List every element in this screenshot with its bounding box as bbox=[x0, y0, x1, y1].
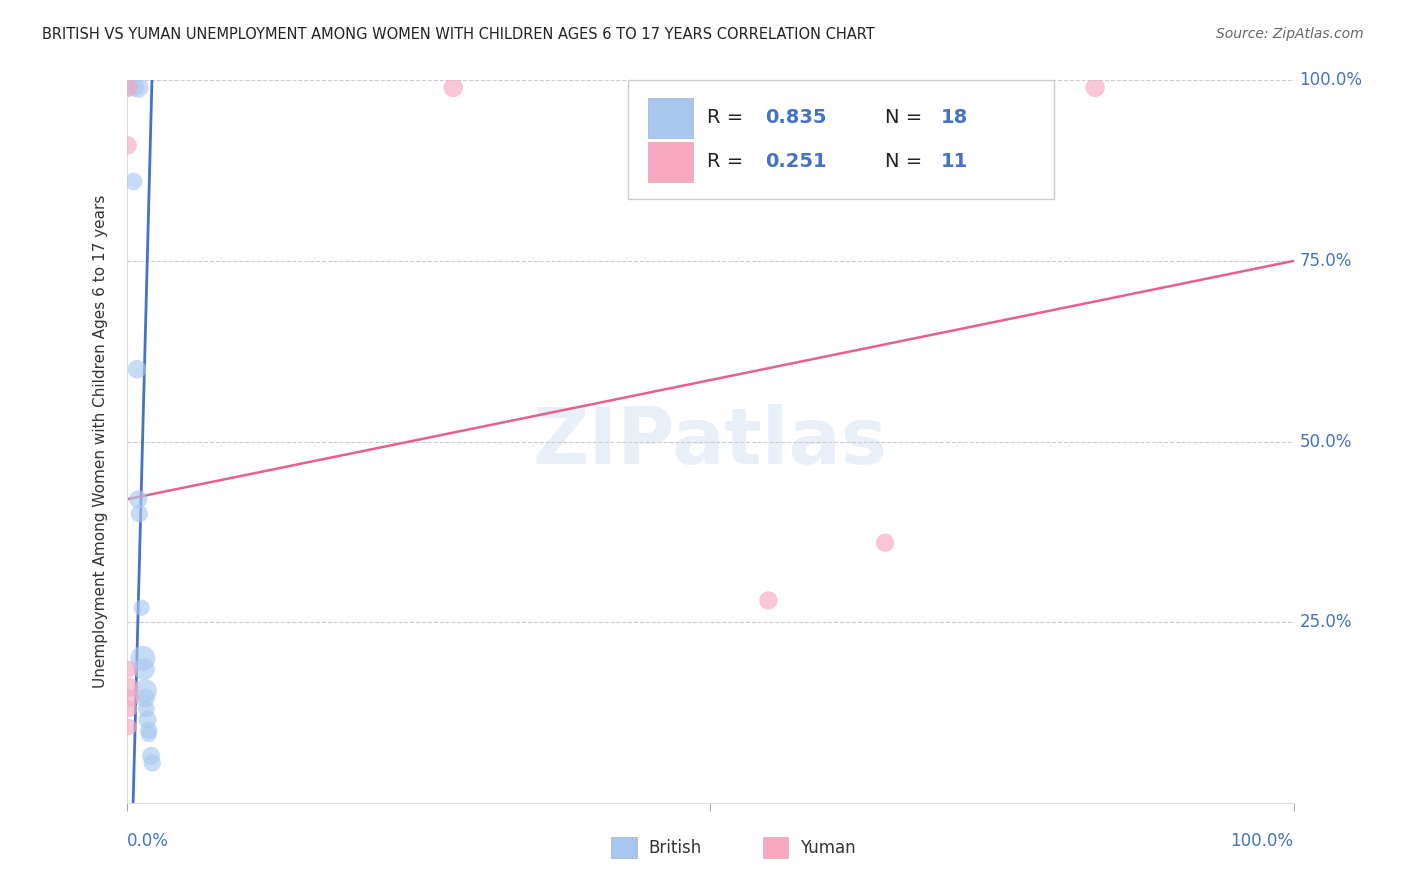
Point bbox=[122, 174, 145, 188]
Text: 0.251: 0.251 bbox=[765, 153, 827, 171]
Point bbox=[138, 727, 160, 741]
Point bbox=[117, 138, 139, 153]
Point bbox=[118, 662, 141, 676]
Point bbox=[132, 662, 155, 676]
Point bbox=[138, 723, 160, 738]
Point bbox=[125, 80, 148, 95]
Point bbox=[135, 702, 157, 716]
Text: 18: 18 bbox=[941, 108, 969, 128]
FancyBboxPatch shape bbox=[628, 80, 1054, 200]
Text: 25.0%: 25.0% bbox=[1299, 613, 1351, 632]
Point bbox=[134, 683, 156, 698]
Point bbox=[756, 593, 779, 607]
Text: N =: N = bbox=[886, 153, 922, 171]
Point bbox=[132, 651, 155, 665]
Text: R =: R = bbox=[707, 153, 742, 171]
Text: Yuman: Yuman bbox=[800, 838, 855, 856]
Point bbox=[1084, 80, 1107, 95]
Text: 0.835: 0.835 bbox=[765, 108, 827, 128]
Text: 100.0%: 100.0% bbox=[1299, 71, 1362, 89]
Point bbox=[118, 702, 141, 716]
Text: ZIPatlas: ZIPatlas bbox=[533, 403, 887, 480]
Point bbox=[117, 80, 139, 95]
Point bbox=[141, 756, 163, 770]
Text: 50.0%: 50.0% bbox=[1299, 433, 1351, 450]
FancyBboxPatch shape bbox=[610, 838, 637, 858]
Text: R =: R = bbox=[707, 108, 742, 128]
Point bbox=[118, 680, 141, 694]
Point bbox=[139, 748, 162, 763]
FancyBboxPatch shape bbox=[648, 142, 693, 182]
Point bbox=[134, 691, 156, 706]
Text: 0.0%: 0.0% bbox=[127, 831, 169, 850]
Text: 75.0%: 75.0% bbox=[1299, 252, 1351, 270]
Text: Source: ZipAtlas.com: Source: ZipAtlas.com bbox=[1216, 27, 1364, 41]
Point bbox=[127, 492, 149, 507]
Point bbox=[875, 535, 897, 549]
Point bbox=[136, 713, 159, 727]
Point bbox=[125, 362, 148, 376]
Point bbox=[127, 80, 149, 95]
Point bbox=[441, 80, 464, 95]
Point bbox=[131, 600, 153, 615]
Text: British: British bbox=[648, 838, 702, 856]
FancyBboxPatch shape bbox=[648, 98, 693, 137]
Text: 11: 11 bbox=[941, 153, 969, 171]
Text: 100.0%: 100.0% bbox=[1230, 831, 1294, 850]
Point bbox=[118, 691, 141, 706]
Text: N =: N = bbox=[886, 108, 922, 128]
Point bbox=[118, 720, 141, 734]
Text: BRITISH VS YUMAN UNEMPLOYMENT AMONG WOMEN WITH CHILDREN AGES 6 TO 17 YEARS CORRE: BRITISH VS YUMAN UNEMPLOYMENT AMONG WOME… bbox=[42, 27, 875, 42]
Point bbox=[118, 80, 141, 95]
Y-axis label: Unemployment Among Women with Children Ages 6 to 17 years: Unemployment Among Women with Children A… bbox=[93, 194, 108, 689]
Point bbox=[128, 507, 150, 521]
FancyBboxPatch shape bbox=[762, 838, 789, 858]
